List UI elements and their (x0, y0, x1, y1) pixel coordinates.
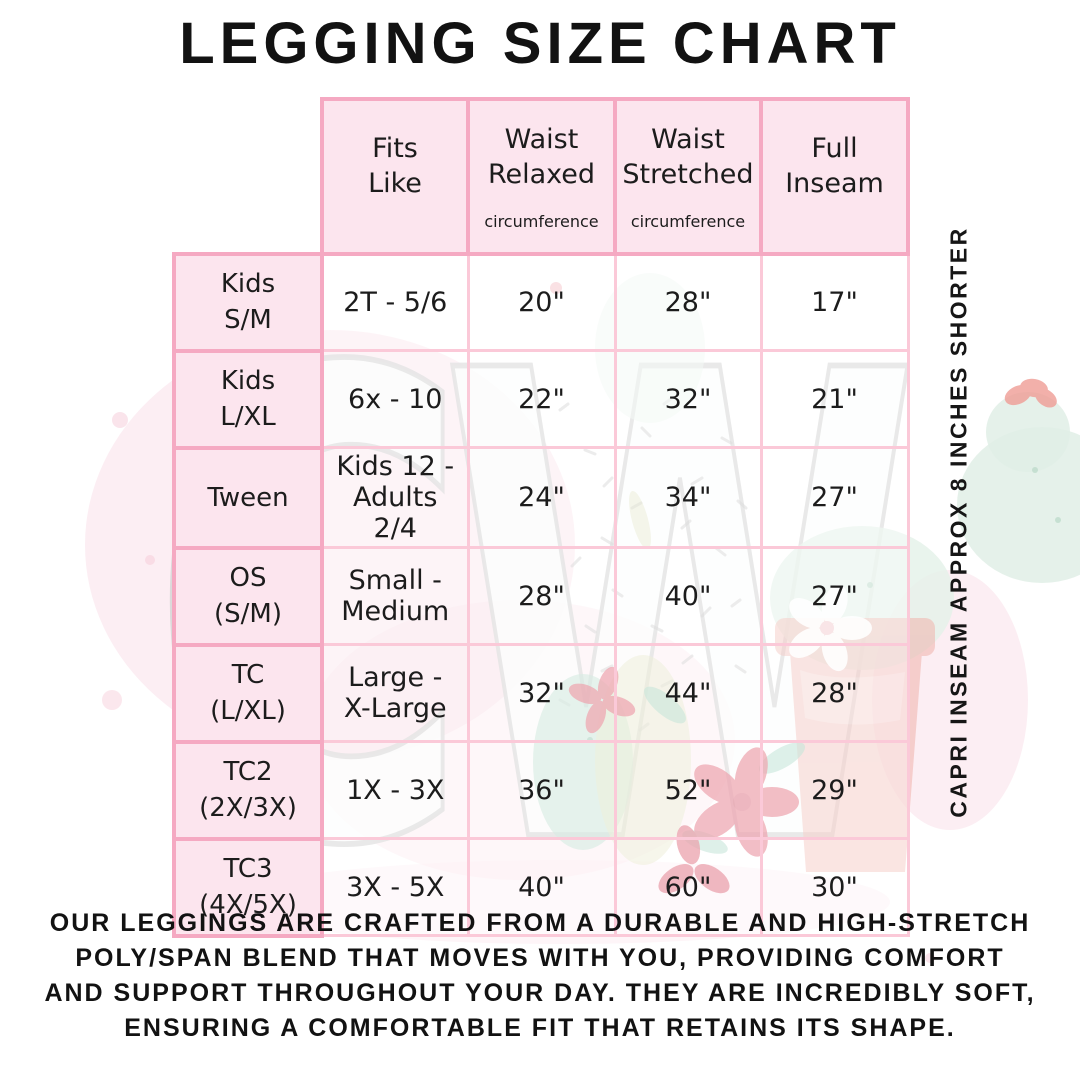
cell-waist-relaxed: 22" (466, 349, 617, 450)
size-label: Kids S/M (172, 251, 324, 353)
cell-full-inseam: 27" (759, 546, 910, 647)
cell-full-inseam: 27" (759, 446, 910, 550)
description-line: POLY/SPAN BLEND THAT MOVES WITH YOU, PRO… (75, 944, 1005, 972)
cell-full-inseam: 30" (759, 837, 910, 938)
description-text: OUR LEGGINGS ARE CRAFTED FROM A DURABLE … (0, 906, 1080, 1046)
table-row: Kids S/M 2T - 5/6 20" 28" 17" (172, 251, 910, 353)
table-row: OS (S/M) Small - Medium 28" 40" 27" (172, 545, 910, 647)
cactus-bloom-icon (1004, 378, 1057, 408)
cell-full-inseam: 28" (759, 643, 910, 744)
cell-waist-relaxed: 32" (466, 643, 617, 744)
cell-waist-stretched: 60" (613, 837, 763, 938)
header-row: Fits Like Waist Relaxed circumference Wa… (174, 97, 910, 256)
table-row: TC3 (4X/5X) 3X - 5X 40" 60" 30" (172, 836, 910, 938)
page-title: LEGGING SIZE CHART (179, 11, 901, 76)
size-table-grid: Fits Like Waist Relaxed circumference Wa… (172, 97, 910, 938)
cell-waist-stretched: 32" (613, 349, 763, 450)
cell-fits-like: 3X - 5X (320, 837, 470, 938)
table-row: Kids L/XL 6x - 10 22" 32" 21" (172, 348, 910, 450)
header-fits-like: Fits Like (320, 97, 470, 256)
size-label: Tween (172, 445, 324, 550)
description-line: OUR LEGGINGS ARE CRAFTED FROM A DURABLE … (49, 909, 1031, 937)
size-label: Kids L/XL (172, 348, 324, 450)
table-corner-cell (174, 99, 322, 254)
header-waist-stretched: Waist Stretched circumference (613, 97, 763, 256)
cell-fits-like: Large - X-Large (320, 643, 470, 744)
header-sublabel: circumference (484, 212, 599, 232)
table-row: TC (L/XL) Large - X-Large 32" 44" 28" (172, 642, 910, 744)
size-label: TC (L/XL) (172, 642, 324, 744)
header-label: Waist Stretched (622, 124, 754, 191)
header-label: Full Inseam (785, 132, 884, 199)
size-table: Fits Like Waist Relaxed circumference Wa… (172, 97, 910, 938)
cell-waist-relaxed: 40" (466, 837, 617, 938)
table-row: Tween Kids 12 - Adults 2/4 24" 34" 27" (172, 445, 910, 550)
header-label: Fits Like (368, 132, 422, 199)
description-line: ENSURING A COMFORTABLE FIT THAT RETAINS … (124, 1014, 956, 1042)
size-label: OS (S/M) (172, 545, 324, 647)
cell-fits-like: Small - Medium (320, 546, 470, 647)
table-row: TC2 (2X/3X) 1X - 3X 36" 52" 29" (172, 739, 910, 841)
cell-full-inseam: 21" (759, 349, 910, 450)
header-waist-relaxed: Waist Relaxed circumference (466, 97, 617, 256)
cell-fits-like: Kids 12 - Adults 2/4 (320, 446, 470, 550)
cell-full-inseam: 17" (759, 252, 910, 353)
cell-waist-stretched: 34" (613, 446, 763, 550)
cell-waist-stretched: 44" (613, 643, 763, 744)
header-full-inseam: Full Inseam (759, 97, 910, 256)
cell-waist-stretched: 52" (613, 740, 763, 841)
cell-waist-stretched: 28" (613, 252, 763, 353)
size-label: TC3 (4X/5X) (172, 836, 324, 938)
cell-fits-like: 1X - 3X (320, 740, 470, 841)
cell-fits-like: 2T - 5/6 (320, 252, 470, 353)
cell-waist-relaxed: 24" (466, 446, 617, 550)
cell-waist-relaxed: 28" (466, 546, 617, 647)
header-sublabel: circumference (630, 212, 746, 232)
cell-full-inseam: 29" (759, 740, 910, 841)
cell-fits-like: 6x - 10 (320, 349, 470, 450)
cell-waist-relaxed: 20" (466, 252, 617, 353)
header-label: Waist Relaxed (487, 124, 596, 191)
description-line: AND SUPPORT THROUGHOUT YOUR DAY. THEY AR… (44, 979, 1036, 1007)
capri-inseam-note: CAPRI INSEAM APPROX 8 INCHES SHORTER (945, 226, 972, 818)
size-label: TC2 (2X/3X) (172, 739, 324, 841)
cell-waist-relaxed: 36" (466, 740, 617, 841)
cell-waist-stretched: 40" (613, 546, 763, 647)
